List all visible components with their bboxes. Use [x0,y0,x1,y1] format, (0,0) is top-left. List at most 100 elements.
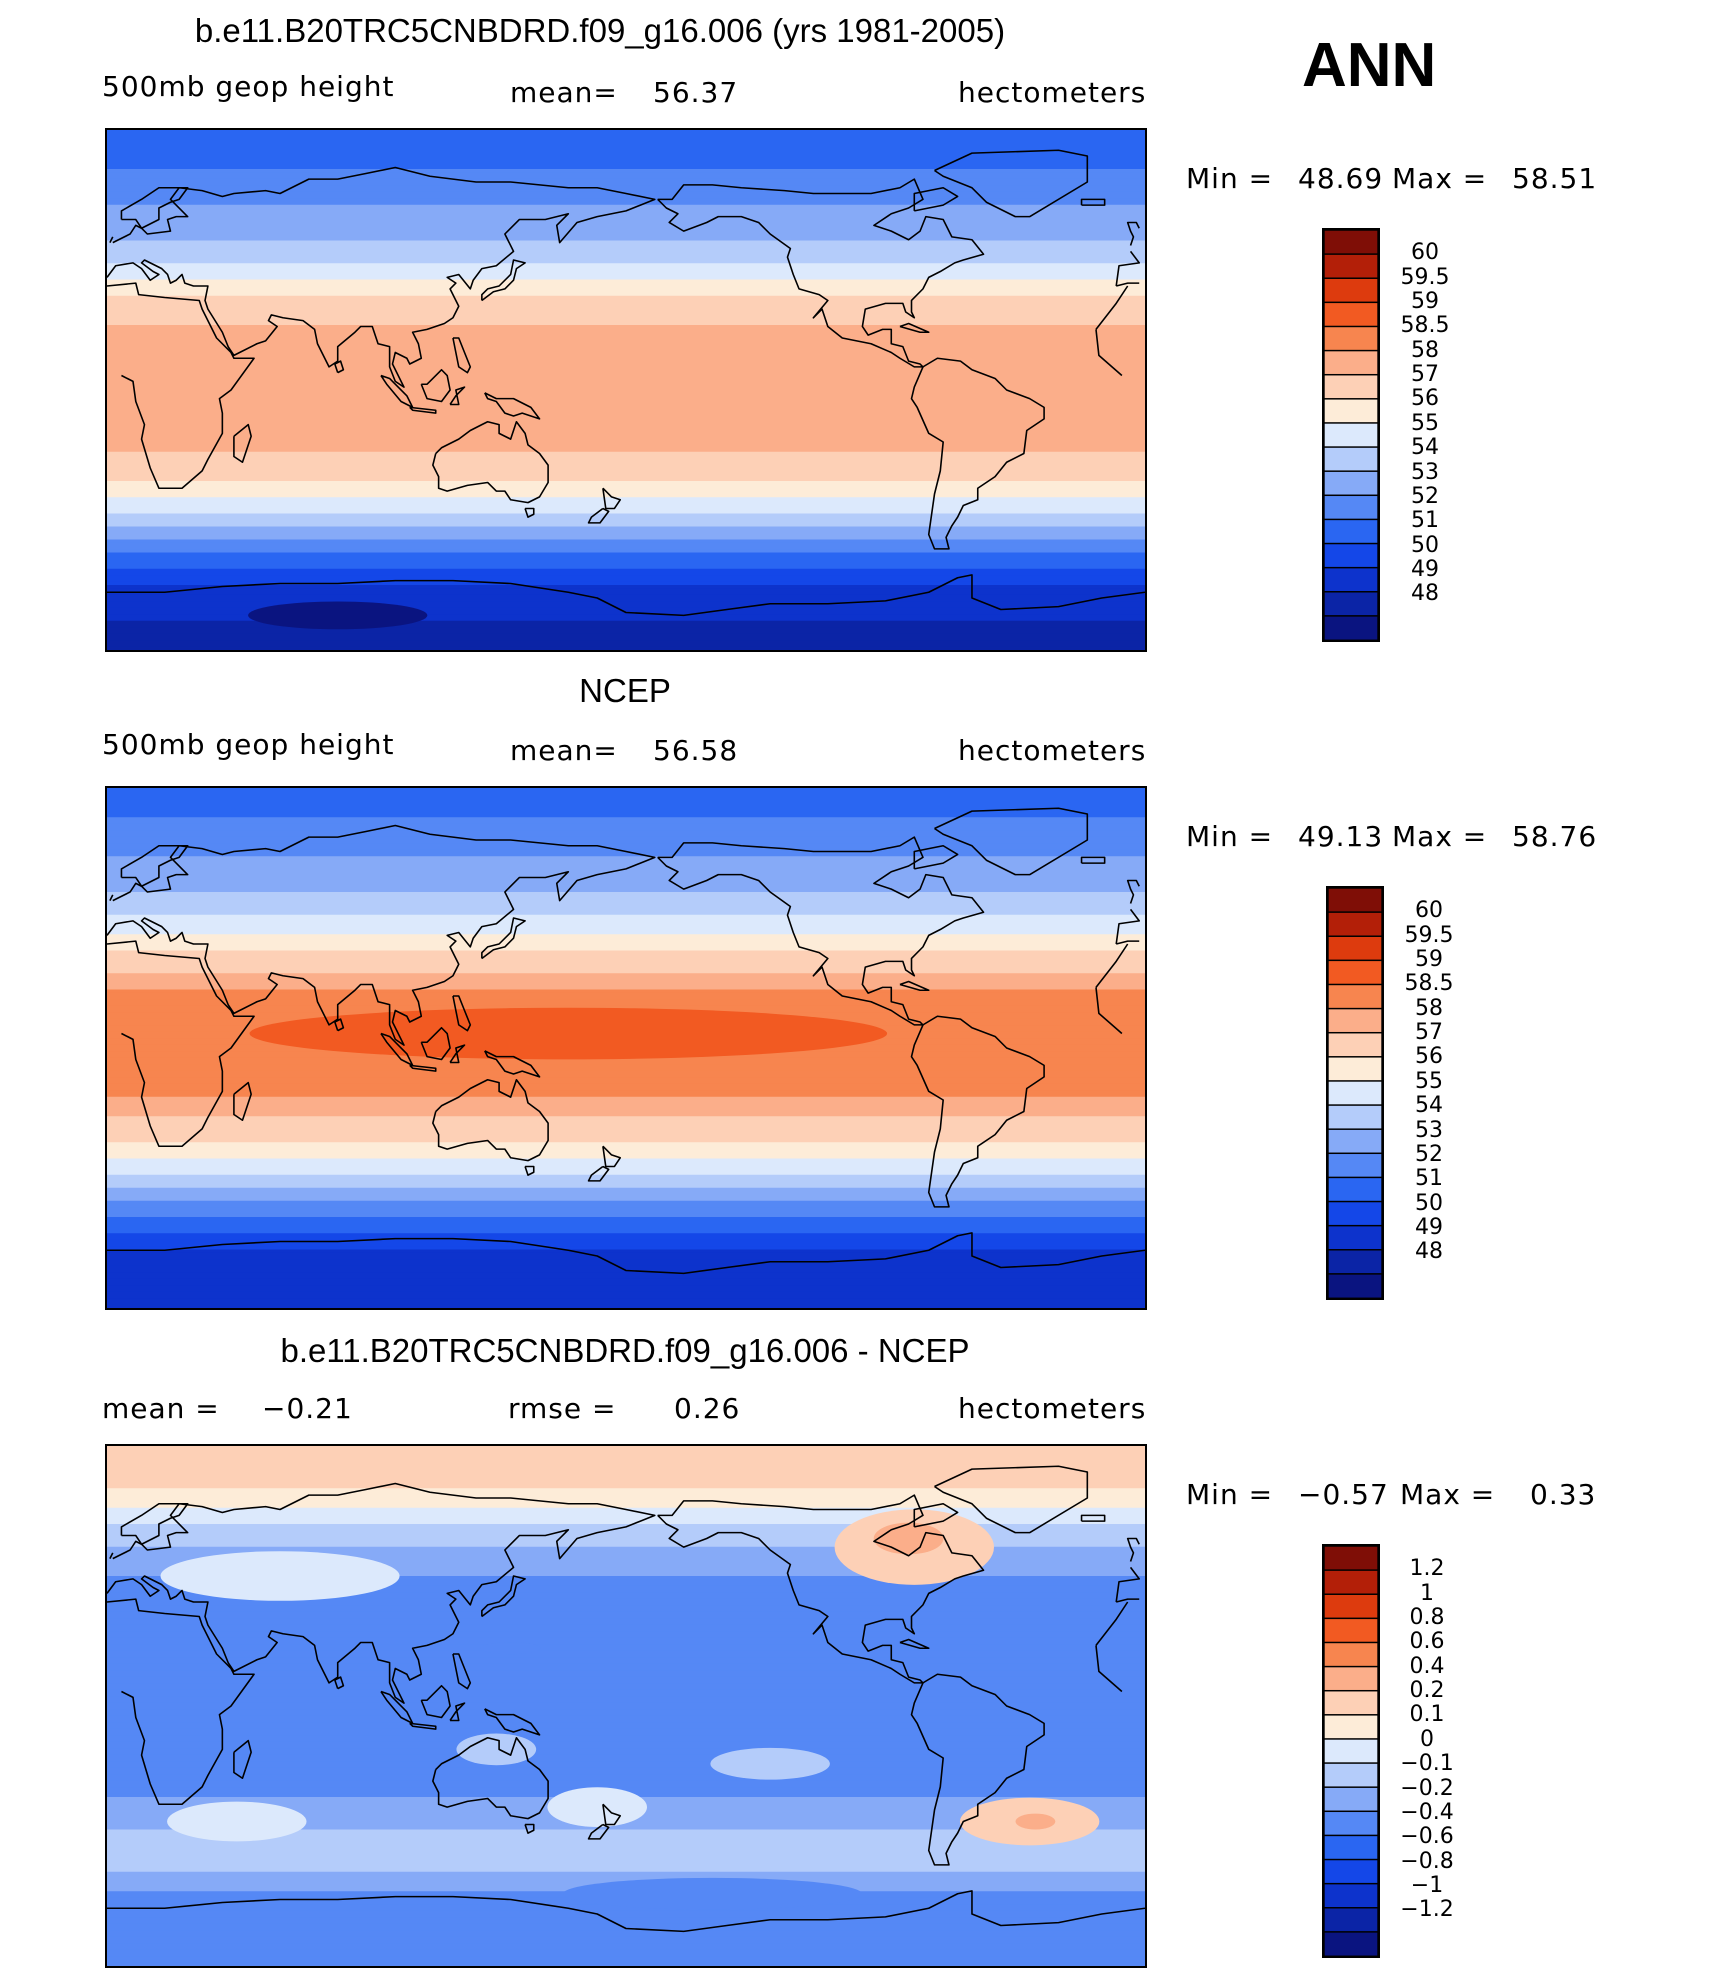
field-band [107,565,1145,570]
field-band [107,451,1145,456]
colorbar-tick-label: 51 [1411,508,1439,534]
field-band [107,856,1145,861]
field-band [107,529,1145,534]
colorbar-cell [1324,1882,1378,1909]
coastline [120,844,189,888]
field-band [107,1236,1145,1241]
field-band [107,911,1145,916]
coastline [107,1598,1129,1806]
field-band [107,448,1145,453]
field-band [107,843,1145,848]
colorbar-cell [1328,1007,1382,1034]
field-band [107,169,1145,173]
antarctic-low [248,601,428,630]
field-band [107,1676,1145,1681]
colorbar-cell [1324,1593,1378,1620]
coastline [120,1502,189,1546]
field-band [107,1288,1145,1293]
field-band [107,607,1145,612]
field-band [107,1930,1145,1935]
field-band [107,419,1145,424]
field-band [107,393,1145,398]
field-band [107,1907,1145,1912]
colorbar-cell [1324,1546,1378,1572]
colorbar-cell [1324,1907,1378,1933]
anomaly-pacific [710,1747,830,1780]
coastline [899,980,930,992]
field-band [107,1243,1145,1247]
field-band [107,1220,1145,1225]
colorbar-tick-label: 1.2 [1409,1556,1445,1582]
field-band [107,338,1145,342]
field-band [107,1083,1145,1088]
field-band [107,1962,1145,1966]
field-band [107,879,1145,883]
field-band [107,416,1145,420]
field-band [107,1152,1145,1156]
field-band [107,240,1145,245]
panel1-max-label: Max = [1392,162,1488,195]
field-band [107,221,1145,225]
coastline [109,879,1140,904]
field-band [107,1074,1145,1078]
panel2-units: hectometers [958,734,1147,767]
field-band [107,162,1145,167]
field-band [107,1855,1145,1860]
field-band [107,289,1145,294]
field-band [107,549,1145,554]
field-band [107,1559,1145,1564]
coastline [481,259,526,302]
field-band [107,1520,1145,1525]
field-band [107,1823,1145,1827]
field-band [107,1148,1145,1153]
panel3-units: hectometers [958,1392,1147,1425]
field-band [107,559,1145,563]
field-band [107,601,1145,606]
colorbar-tick-label: 58 [1411,337,1439,363]
coastline [910,1015,1045,1208]
field-band [107,386,1145,391]
field-band [107,1061,1145,1065]
field-band [107,643,1145,648]
anomaly-tasman [547,1787,648,1827]
field-band [107,1265,1145,1270]
field-band [107,1949,1145,1954]
field-band [107,409,1145,414]
field-band [107,585,1145,589]
field-band [107,292,1145,297]
coastline [524,1823,535,1834]
field-band [107,1475,1145,1480]
field-band [107,801,1145,805]
field-band [107,510,1145,515]
field-band [107,1087,1145,1091]
colorbar-cell [1324,277,1378,304]
field-band [107,940,1145,945]
field-band [107,1624,1145,1629]
field-band [107,1194,1145,1199]
coastline [109,1537,1140,1562]
colorbar-cell [1324,1714,1378,1740]
panel1-units: hectometers [958,76,1147,109]
field-band [107,1777,1145,1782]
colorbar-cell [1328,1224,1382,1251]
field-band [107,383,1145,388]
field-band [107,500,1145,505]
field-band [107,1174,1145,1179]
colorbar-cell [1328,935,1382,962]
field-band [107,1706,1145,1710]
colorbar-cell [1324,398,1378,424]
field-band [107,921,1145,926]
field-band [107,464,1145,469]
coastline [1080,856,1106,864]
field-band [107,918,1145,922]
colorbar-tick-label: 49 [1415,1214,1443,1240]
field-band [107,1096,1145,1101]
field-band [107,872,1145,877]
coastline [602,1803,622,1826]
field-band [107,830,1145,835]
field-band [107,282,1145,287]
field-band [107,373,1145,378]
field-band [107,1696,1145,1701]
field-band [107,1103,1145,1108]
field-band [107,1530,1145,1535]
